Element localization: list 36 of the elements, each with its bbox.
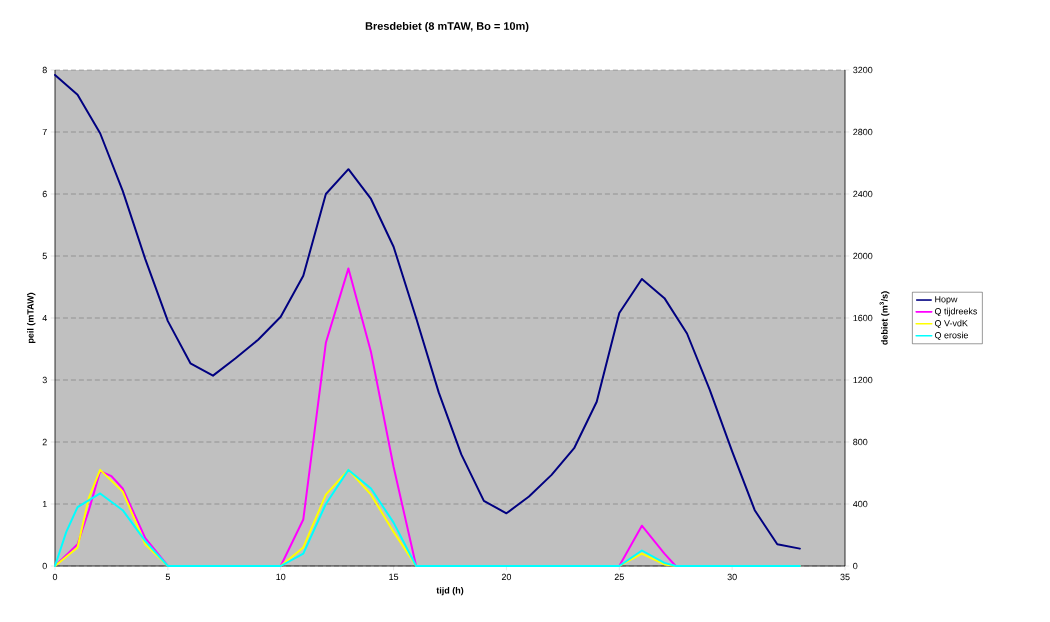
y-tick-label: 2 [42, 438, 47, 446]
legend-label: Q erosie [934, 331, 969, 340]
y2-tick-label: 3200 [853, 66, 873, 74]
y-tick-label: 5 [42, 252, 47, 260]
line-series [54, 73, 801, 550]
y-tick-label: 7 [42, 128, 47, 136]
y-tick-label: 4 [42, 314, 47, 322]
y2-tick-label: 400 [852, 500, 868, 508]
legend-label: Hopw [935, 296, 958, 305]
y2-tick-label: 1200 [853, 376, 873, 384]
x-tick-label: 25 [614, 573, 624, 581]
x-tick-label: 0 [52, 573, 58, 581]
y-axis-title: peil (mTAW) [27, 292, 36, 343]
x-tick-label: 5 [165, 573, 170, 581]
y-tick-label: 1 [42, 500, 47, 508]
x-tick-label: 15 [389, 573, 399, 581]
y2-tick-label: 2000 [853, 252, 873, 260]
legend-label: Q tijdreeks [934, 307, 978, 317]
y2-tick-label: 2400 [853, 190, 873, 198]
y2-tick-label: 0 [853, 562, 858, 570]
y2-axis-title: debiet (m$^{3}$/s) [879, 291, 890, 345]
x-tick-label: 35 [840, 573, 850, 581]
x-tick-label: 20 [501, 573, 512, 581]
y2-tick-label: 1600 [853, 314, 873, 322]
y2-tick-label: 800 [853, 438, 868, 446]
y-tick-label: 3 [42, 376, 47, 384]
chart-title: Bresdebiet (8 mTAW, Bo = 10m) [365, 21, 529, 33]
legend-label: Q V-vdK [934, 319, 968, 329]
y-tick-label: 8 [42, 66, 47, 74]
x-tick-label: 10 [276, 573, 286, 581]
x-axis-title: tijd (h) [436, 586, 464, 596]
y2-tick-label: 2800 [853, 128, 873, 136]
line-series [54, 468, 801, 567]
y-tick-label: 6 [42, 190, 47, 198]
x-tick-label: 30 [727, 573, 737, 581]
y-tick-label: 0 [42, 562, 47, 570]
